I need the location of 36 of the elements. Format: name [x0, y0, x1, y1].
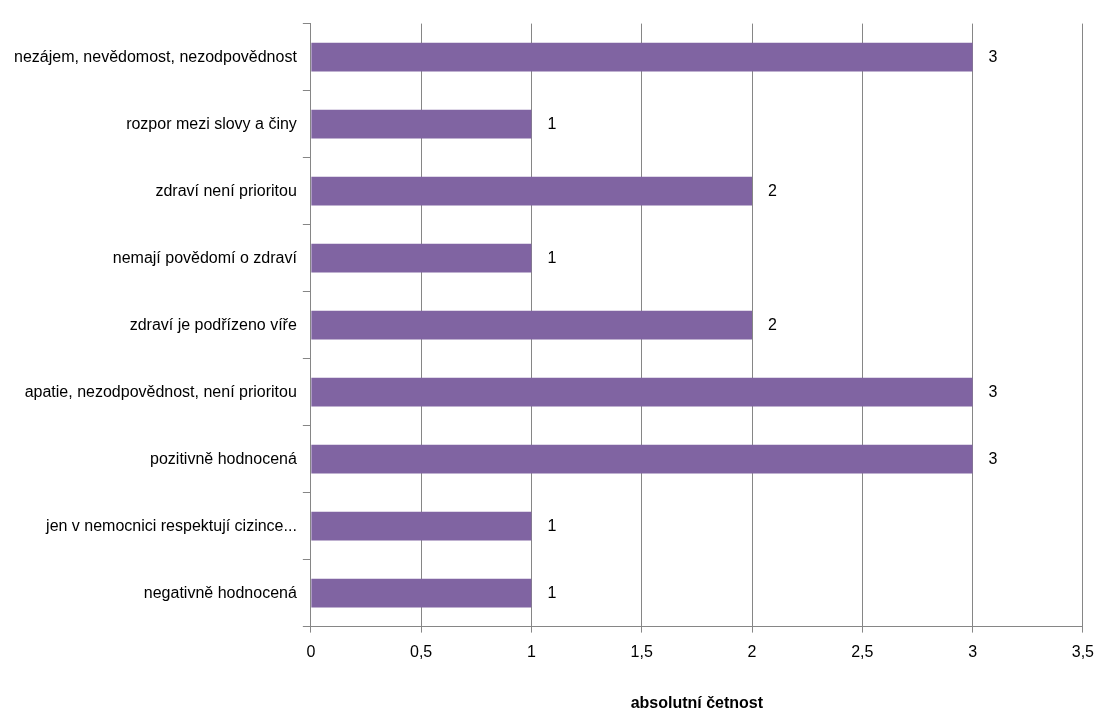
data-label: 3: [988, 449, 998, 467]
y-tick-label: zdraví není prioritou: [155, 181, 297, 199]
data-label: 1: [547, 516, 557, 534]
data-label: 2: [768, 181, 778, 199]
bar: [311, 243, 532, 273]
x-tick-label: 2: [747, 642, 757, 660]
y-tick-label: nezájem, nevědomost, nezodpovědnost: [13, 47, 298, 65]
data-label: 3: [988, 47, 998, 65]
bar: [311, 444, 973, 474]
y-tick-label: nemají povědomí o zdraví: [112, 248, 298, 266]
y-tick-label: jen v nemocnici respektují cizince...: [45, 516, 297, 534]
bar: [311, 310, 753, 340]
data-label: 1: [547, 583, 557, 601]
bar: [311, 109, 532, 139]
x-tick-label: 1: [526, 642, 536, 660]
data-label: 3: [988, 382, 998, 400]
bar: [311, 42, 973, 72]
x-tick-label: 0,5: [410, 642, 433, 660]
data-label: 1: [547, 248, 557, 266]
bar: [311, 377, 973, 407]
y-tick-label: negativně hodnocená: [143, 583, 297, 601]
y-tick-label: pozitivně hodnocená: [150, 449, 297, 467]
x-tick-label: 0: [306, 642, 316, 660]
data-label: 1: [547, 114, 557, 132]
y-tick-label: rozpor mezi slovy a činy: [126, 114, 297, 132]
bar: [311, 578, 532, 608]
bar: [311, 511, 532, 541]
x-tick-label: 3,5: [1071, 642, 1095, 660]
data-label: 2: [768, 315, 778, 333]
x-axis-title: absolutní četnost: [630, 693, 764, 711]
x-tick-label: 2,5: [851, 642, 874, 660]
y-tick-label: zdraví je podřízeno víře: [129, 315, 297, 333]
x-tick-label: 3: [968, 642, 978, 660]
y-tick-label: apatie, nezodpovědnost, není prioritou: [24, 382, 297, 400]
x-tick-label: 1,5: [630, 642, 653, 660]
bar: [311, 176, 753, 206]
